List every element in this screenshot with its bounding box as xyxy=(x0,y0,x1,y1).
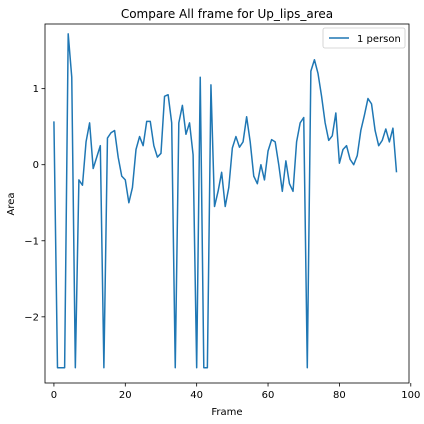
plot-area xyxy=(44,23,410,384)
legend-label: 1 person xyxy=(357,34,401,45)
x-axis-label: Frame xyxy=(211,407,242,418)
x-axis: 0 20 40 60 80 100 xyxy=(51,383,420,401)
y-tick-label: 1 xyxy=(33,84,39,95)
chart-title: Compare All frame for Up_lips_area xyxy=(121,7,333,21)
x-tick-label: 0 xyxy=(51,390,57,401)
legend-box xyxy=(322,27,406,49)
x-tick-label: 20 xyxy=(119,390,132,401)
x-tick-label: 60 xyxy=(262,390,275,401)
legend: 1 person xyxy=(322,27,406,49)
y-tick-label: −2 xyxy=(24,312,39,323)
x-tick-label: 80 xyxy=(333,390,346,401)
plot-frame xyxy=(44,23,410,384)
x-tick-label: 100 xyxy=(401,390,420,401)
series-line xyxy=(53,33,398,369)
y-tick-label: 0 xyxy=(33,160,39,171)
y-tick-label: −1 xyxy=(24,236,39,247)
x-tick-label: 40 xyxy=(190,390,203,401)
y-axis: −2 −1 0 1 xyxy=(24,84,45,323)
y-axis-label: Area xyxy=(6,192,17,215)
